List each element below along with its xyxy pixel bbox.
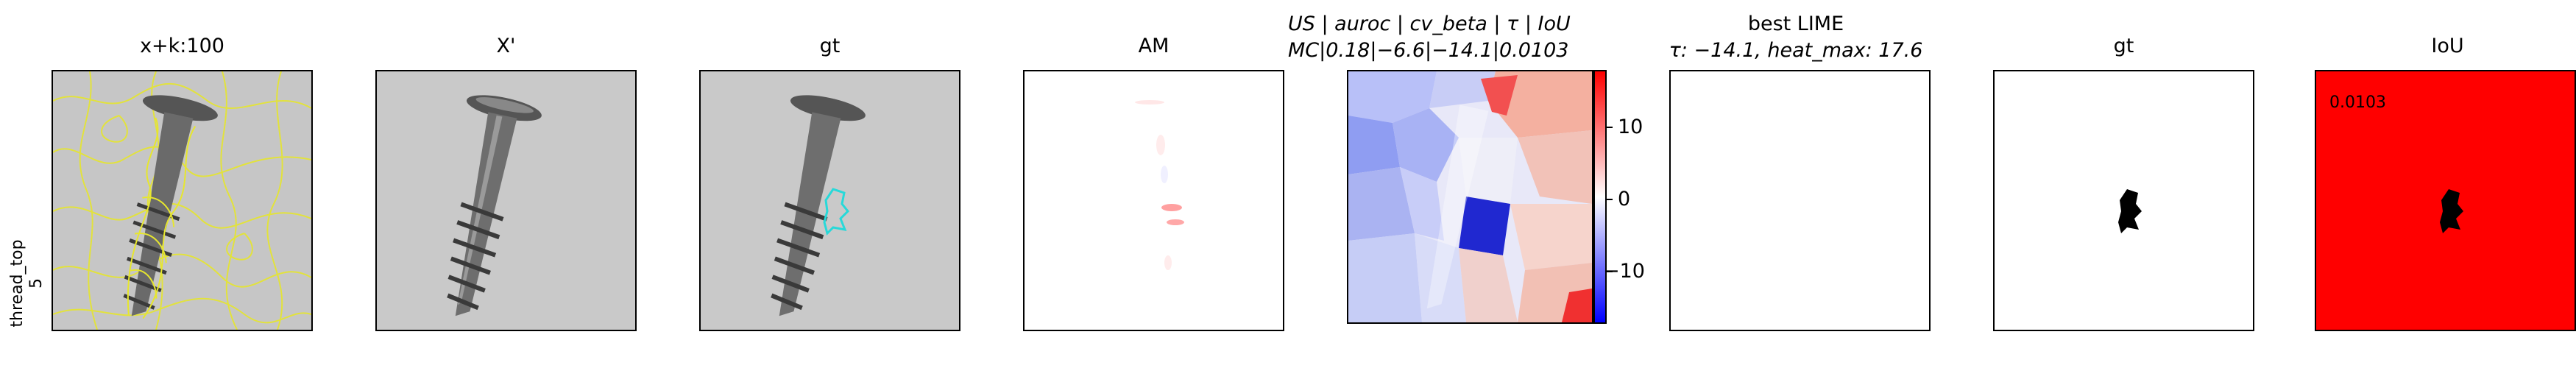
colorbar-tickmark-0 — [1607, 199, 1613, 200]
superpixel-overlay-image — [53, 71, 311, 330]
panel-5-image — [1347, 70, 1593, 324]
row-label: thread_top 5 — [8, 236, 52, 331]
panel-6-title-line2: τ: −14.1, heat_max: 17.6 — [1669, 39, 1923, 62]
lime-heatmap-image — [1348, 71, 1592, 322]
panel-4-image — [1023, 70, 1284, 331]
colorbar-tickmark-10 — [1607, 127, 1613, 128]
gt-mask-image — [2118, 189, 2142, 233]
panel-7-title: gt — [2113, 35, 2134, 57]
panel-6-image — [1669, 70, 1931, 331]
colorbar-tick-0: 0 — [1618, 188, 1631, 210]
colorbar-tickmark-minus10 — [1607, 271, 1613, 272]
panel-2-title: X' — [496, 35, 516, 57]
panel-1-title: x+k:100 — [140, 35, 224, 57]
colorbar-tick-minus10: −10 — [1603, 260, 1645, 283]
iou-value-label: 0.0103 — [2329, 93, 2386, 112]
panel-1-image — [52, 70, 313, 331]
panel-3-image — [699, 70, 960, 331]
panel-4-title: AM — [1138, 35, 1170, 57]
panel-6-title-line1: best LIME — [1747, 13, 1844, 35]
panel-3-title: gt — [819, 35, 841, 57]
screw-image — [377, 71, 635, 330]
colorbar — [1593, 70, 1607, 324]
panel-8-title: IoU — [2431, 35, 2464, 57]
panel-8-image: 0.0103 — [2315, 70, 2576, 331]
panel-7-image — [1993, 70, 2254, 331]
row-label-line1: thread_top — [8, 239, 26, 328]
panel-5-title-line2: MC|0.18|−6.6|−14.1|0.0103 — [1288, 39, 1569, 62]
panel-5-title-line1: US | auroc | cv_beta | τ | IoU — [1288, 13, 1571, 35]
screw-gt-overlay-image — [701, 71, 959, 330]
panel-2-image — [375, 70, 637, 331]
colorbar-tick-10: 10 — [1618, 116, 1643, 138]
anomaly-map-image — [1025, 71, 1283, 330]
row-label-line2: 5 — [27, 278, 46, 289]
iou-mask-image — [2316, 71, 2575, 330]
